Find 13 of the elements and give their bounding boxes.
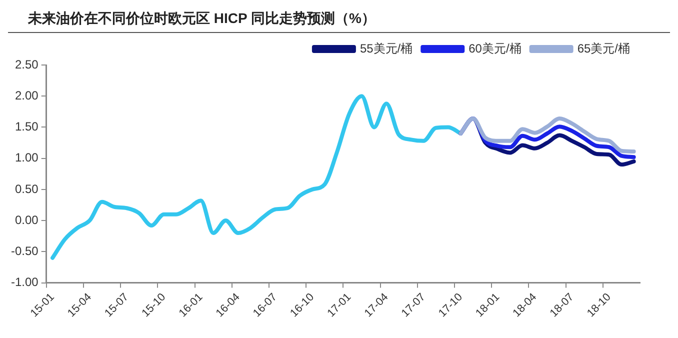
y-tick-label: -0.50 [10,244,39,258]
y-tick-label: 0.50 [14,182,39,196]
line-series [50,94,463,260]
y-tick-label: 2.50 [14,57,39,72]
y-tick-label: 1.00 [14,150,39,165]
y-tick-label: -1.00 [10,275,39,290]
legend-label: 60美元/桶 [468,41,522,56]
chart-title: 未来油价在不同价位时欧元区 HICP 同比走势预测（%） [8,8,670,33]
y-tick-label: 2.00 [14,88,39,102]
legend-label: 55美元/桶 [360,41,413,56]
y-tick-label: 0.00 [14,212,39,227]
legend-label: 65美元/桶 [577,41,630,56]
y-tick-label: 1.50 [14,120,39,134]
